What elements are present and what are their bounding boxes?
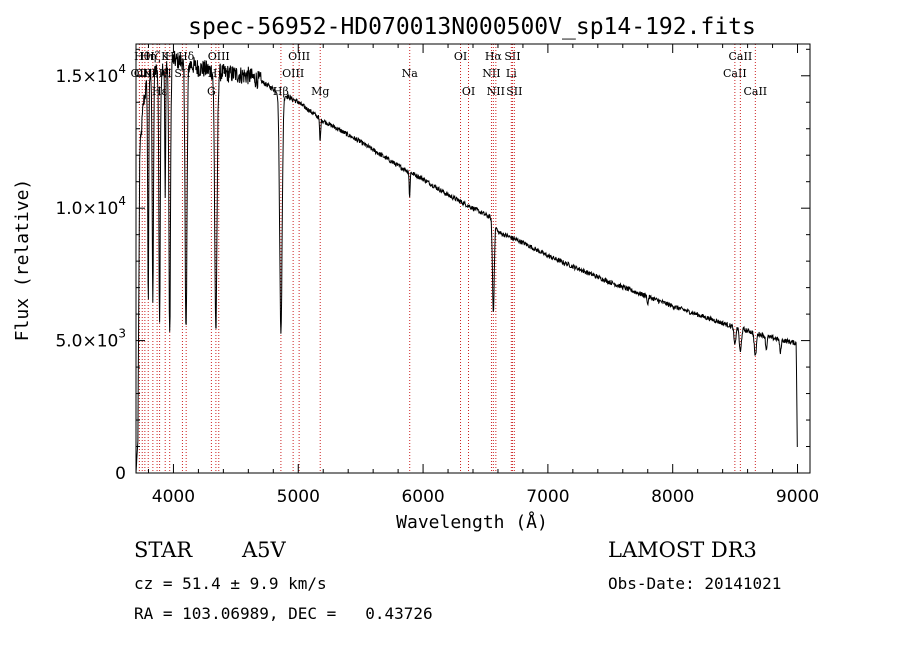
x-tick-label: 8000 <box>651 487 694 507</box>
line-marker-label: CaII <box>729 50 753 63</box>
line-marker-label: NII <box>487 85 505 98</box>
y-axis: 0 5.0×103 1.0×104 1.5×104 <box>55 48 810 484</box>
x-axis-title: Wavelength (Å) <box>396 511 548 533</box>
line-marker-label: SII <box>174 67 190 80</box>
line-marker-label: CaII <box>723 67 747 80</box>
x-tick-label: 5000 <box>277 487 320 507</box>
line-marker-label: Hθ <box>134 50 151 63</box>
line-marker-label: OIII <box>282 67 304 80</box>
line-marker-label: Hδ <box>178 50 195 63</box>
object-subclass: A5V <box>242 538 286 562</box>
line-marker-label: Hε <box>152 85 168 98</box>
line-marker-label: Na <box>402 67 419 80</box>
x-tick-label: 7000 <box>526 487 569 507</box>
redshift-text: cz = 51.4 ± 9.9 km/s <box>134 574 327 593</box>
line-marker-label: Hα <box>485 50 503 63</box>
line-markers: OIIHθOIIIHηHζNeIIIHεKHSIIHδGHγOIIIHβOIII… <box>131 44 767 473</box>
x-axis: 4000 5000 6000 7000 8000 9000 <box>147 44 819 507</box>
line-marker-label: Hζ <box>145 50 161 63</box>
plot-frame <box>135 43 811 474</box>
line-marker-label: H <box>165 50 175 63</box>
line-marker-label: G <box>207 85 216 98</box>
y-tick-label: 0 <box>115 464 126 484</box>
x-tick-label: 4000 <box>152 487 195 507</box>
x-tick-label: 9000 <box>776 487 819 507</box>
coordinates-text: RA = 103.06989, DEC = 0.43726 <box>134 604 433 623</box>
line-marker-label: SII <box>504 50 520 63</box>
line-marker-label: K <box>161 50 170 63</box>
line-marker-label: Li <box>506 67 517 80</box>
y-tick-label: 5.0×103 <box>55 327 126 352</box>
y-tick-label: 1.0×104 <box>55 194 126 219</box>
line-marker-label: OI <box>454 50 467 63</box>
object-class: STAR <box>134 538 193 562</box>
spectrum-line <box>135 50 798 474</box>
obs-date-text: Obs-Date: 20141021 <box>608 574 782 593</box>
line-marker-label: NII <box>482 67 500 80</box>
line-marker-label: SII <box>506 85 522 98</box>
chart-title: spec-56952-HD070013N000500V_sp14-192.fit… <box>188 14 756 40</box>
line-marker-label: CaII <box>743 85 767 98</box>
y-tick-label: 1.5×104 <box>55 62 126 87</box>
line-marker-label: Mg <box>311 85 329 98</box>
line-marker-label: OIII <box>208 50 230 63</box>
line-marker-label: OIII <box>288 50 310 63</box>
y-axis-title: Flux (relative) <box>12 179 33 342</box>
survey-name: LAMOST DR3 <box>608 538 757 562</box>
line-marker-label: OI <box>462 85 475 98</box>
x-tick-label: 6000 <box>401 487 444 507</box>
line-marker-label: Hη <box>140 50 156 63</box>
line-marker-label: OII <box>131 67 149 80</box>
